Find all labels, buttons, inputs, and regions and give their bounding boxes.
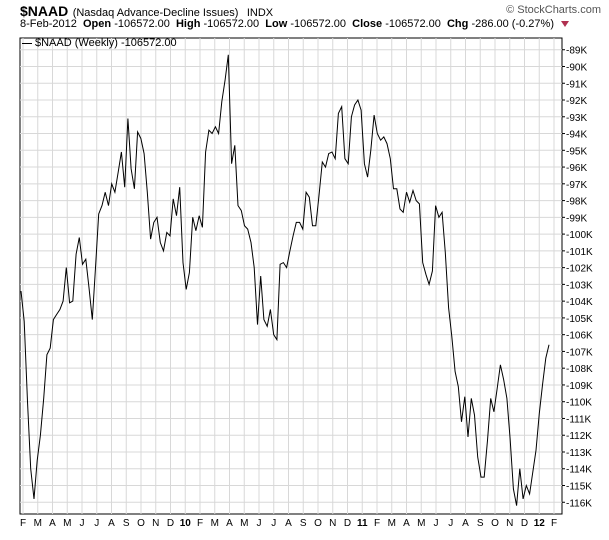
y-tick-label: -111K — [566, 414, 592, 425]
y-tick-label: -110K — [566, 398, 592, 409]
symbol-row: $NAAD (Nasdaq Advance-Decline Issues) IN… — [20, 3, 273, 21]
high-value: -106572.00 — [203, 18, 260, 30]
x-tick-label: S — [123, 518, 130, 529]
x-tick-label: J — [257, 518, 262, 529]
x-tick-label: J — [80, 518, 85, 529]
x-tick-label: A — [49, 518, 56, 529]
x-tick-label: M — [388, 518, 396, 529]
y-tick-label: -108K — [566, 364, 593, 375]
series-line-naad — [20, 54, 550, 506]
x-tick-label: J — [271, 518, 276, 529]
y-tick-label: -106K — [566, 331, 593, 342]
x-tick-label: O — [314, 518, 322, 529]
x-tick-label: M — [211, 518, 219, 529]
x-tick-label: F — [197, 518, 203, 529]
grid-layer — [20, 38, 562, 514]
x-tick-label: M — [417, 518, 425, 529]
y-tick-label: -107K — [566, 347, 593, 358]
y-tick-label: -100K — [566, 230, 593, 241]
y-tick-label: -94K — [566, 130, 587, 141]
x-tick-label: O — [491, 518, 499, 529]
low-label: Low — [265, 18, 288, 30]
y-tick-label: -103K — [566, 280, 593, 291]
y-tick-label: -112K — [566, 431, 592, 442]
open-value: -106572.00 — [114, 18, 170, 30]
y-tick-label: -116K — [566, 498, 592, 509]
chart-header: $NAAD (Nasdaq Advance-Decline Issues) IN… — [0, 0, 609, 36]
x-tick-label: A — [403, 518, 410, 529]
y-tick-label: -96K — [566, 163, 587, 174]
x-tick-label: M — [63, 518, 71, 529]
y-tick-label: -98K — [566, 197, 587, 208]
x-tick-label: A — [462, 518, 469, 529]
symbol-ticker: $NAAD — [20, 3, 69, 19]
chg-value: -286.00 (-0.27%) — [471, 18, 554, 30]
y-tick-label: -92K — [566, 96, 587, 107]
low-value: -106572.00 — [290, 18, 347, 30]
y-tick-label: -101K — [566, 247, 593, 258]
y-tick-label: -102K — [566, 264, 593, 275]
y-tick-label: -109K — [566, 381, 593, 392]
close-value: -106572.00 — [385, 18, 441, 30]
x-tick-label: N — [329, 518, 336, 529]
x-tick-label: 12 — [534, 518, 546, 529]
brand-watermark: © StockCharts.com — [506, 4, 601, 16]
x-tick-label: 10 — [180, 518, 192, 529]
symbol-description: (Nasdaq Advance-Decline Issues) — [72, 7, 239, 19]
x-tick-label: M — [240, 518, 248, 529]
chg-label: Chg — [446, 18, 469, 30]
x-tick-label: A — [285, 518, 292, 529]
x-tick-label: N — [152, 518, 159, 529]
quote-row: 8-Feb-2012 Open -106572.00 High -106572.… — [20, 18, 570, 30]
y-tick-label: -91K — [566, 79, 587, 90]
open-label: Open — [83, 18, 112, 30]
x-tick-label: J — [94, 518, 99, 529]
y-tick-label: -89K — [566, 46, 587, 57]
x-tick-label: A — [226, 518, 233, 529]
x-tick-label: 11 — [357, 518, 368, 529]
x-tick-label: F — [374, 518, 380, 529]
x-tick-label: D — [521, 518, 528, 529]
y-tick-label: -113K — [566, 448, 592, 459]
x-tick-label: A — [108, 518, 115, 529]
y-tick-label: -114K — [566, 465, 592, 476]
x-tick-label: D — [167, 518, 174, 529]
x-tick-label: N — [506, 518, 513, 529]
x-tick-label: O — [137, 518, 145, 529]
y-tick-label: -99K — [566, 213, 587, 224]
x-tick-label: S — [477, 518, 484, 529]
high-label: High — [175, 18, 201, 30]
x-tick-label: M — [34, 518, 42, 529]
exchange-label: INDX — [246, 7, 274, 19]
close-label: Close — [352, 18, 383, 30]
x-tick-label: J — [434, 518, 439, 529]
plot-area-frame — [19, 37, 563, 515]
quote-date: 8-Feb-2012 — [20, 18, 77, 30]
y-tick-label: -97K — [566, 180, 587, 191]
y-tick-label: -104K — [566, 297, 593, 308]
x-tick-label: F — [20, 518, 26, 529]
y-tick-label: -93K — [566, 113, 587, 124]
legend-swatch — [22, 42, 32, 44]
y-axis: -89K -90K -91K -92K -93K -94K -95K -96K -97K -98K… — [562, 46, 593, 509]
x-tick-label: J — [448, 518, 453, 529]
legend: $NAAD (Weekly) -106572.00 — [22, 37, 177, 49]
down-arrow-icon — [561, 21, 570, 28]
y-tick-label: -90K — [566, 62, 587, 73]
y-tick-label: -105K — [566, 314, 593, 325]
legend-text: $NAAD (Weekly) -106572.00 — [35, 37, 177, 49]
y-tick-label: -95K — [566, 146, 587, 157]
x-axis: F M A M J J A S O N D 10 F M A M J J A S O N D 11 F M A M J J A S O N D 12 F — [20, 518, 557, 529]
x-tick-label: S — [300, 518, 307, 529]
x-tick-label: D — [344, 518, 351, 529]
y-tick-label: -115K — [566, 482, 592, 493]
x-tick-label: F — [551, 518, 557, 529]
